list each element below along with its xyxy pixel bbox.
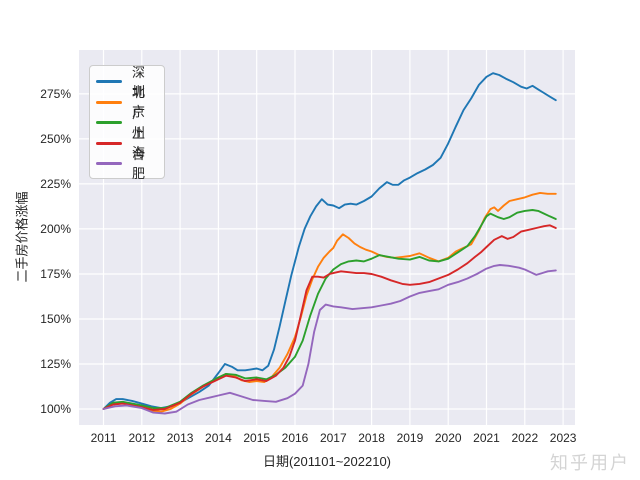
- x-tick-label: 2012: [128, 431, 156, 445]
- y-tick-label: 200%: [40, 221, 71, 236]
- x-tick-label: 2017: [319, 431, 347, 445]
- gridlines: [79, 50, 575, 425]
- y-tick-label: 225%: [40, 176, 71, 191]
- y-tick-label: 100%: [40, 401, 71, 416]
- legend-label-hefei: 合肥: [132, 146, 146, 181]
- x-tick-label: 2023: [549, 431, 577, 445]
- y-axis-label: 二手房价格涨幅: [14, 191, 30, 283]
- legend-swatch-beijing: [96, 100, 122, 104]
- legend-swatch-guangzhou: [96, 121, 122, 124]
- y-tick-label: 125%: [40, 356, 71, 371]
- y-tick-label: 175%: [40, 266, 71, 281]
- x-tick-label: 2014: [205, 431, 232, 445]
- legend-label-shenzhen: 深圳: [132, 64, 146, 99]
- x-tick-label: 2013: [166, 431, 194, 445]
- x-tick-label: 2021: [473, 431, 500, 445]
- legend-swatch-shanghai: [96, 141, 122, 145]
- x-tick-label: 2015: [243, 431, 271, 445]
- watermark: 知乎用户: [550, 453, 630, 473]
- y-tick-label: 150%: [40, 311, 71, 326]
- legend: 深圳 北京 广州 上海 合肥: [89, 65, 165, 181]
- legend-item-guangzhou: 广州: [96, 106, 156, 140]
- x-tick-label: 2022: [511, 431, 539, 445]
- legend-label-shanghai: 上海: [132, 126, 146, 160]
- legend-item-beijing: 北京: [96, 85, 156, 119]
- x-tick-label: 2016: [281, 431, 309, 445]
- series-line-shanghai: [102, 224, 557, 411]
- legend-item-hefei: 合肥: [96, 147, 156, 181]
- legend-item-shenzhen: 深圳: [96, 65, 156, 99]
- x-tick-label: 2019: [396, 431, 424, 445]
- legend-swatch-shenzhen: [96, 80, 122, 83]
- y-tick-label: 275%: [40, 86, 71, 101]
- legend-item-shanghai: 上海: [96, 126, 156, 160]
- series-line-hefei: [102, 264, 557, 415]
- x-tick-label: 2018: [358, 431, 385, 445]
- x-axis-label: 日期(201101~202210): [262, 454, 392, 469]
- y-tick-label: 250%: [40, 131, 71, 146]
- legend-label-guangzhou: 广州: [132, 105, 146, 140]
- series-line-shenzhen: [102, 72, 557, 410]
- x-tick-label: 2020: [434, 431, 462, 445]
- legend-label-beijing: 北京: [132, 85, 146, 119]
- legend-swatch-hefei: [96, 162, 122, 165]
- x-tick-label: 2011: [90, 431, 117, 445]
